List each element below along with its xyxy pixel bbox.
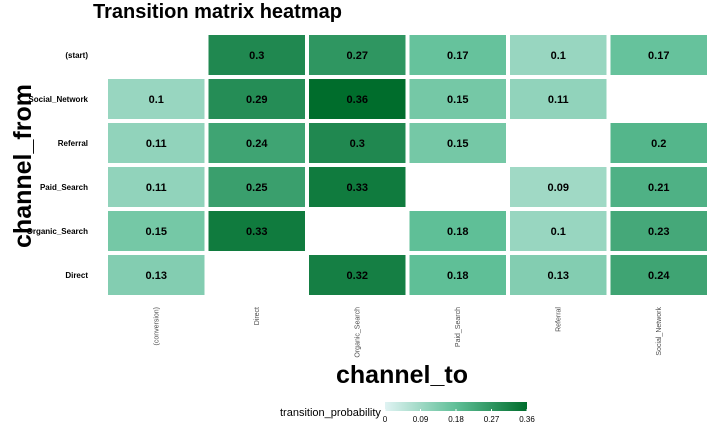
heatmap-cell (409, 79, 506, 119)
heatmap-cell (108, 211, 205, 251)
x-tick-label: Organic_Search (354, 307, 361, 358)
x-tick-label: Referral (555, 307, 562, 332)
heatmap-cell (208, 35, 305, 75)
cell-value-label: 0.13 (548, 270, 569, 282)
heatmap-cell (108, 123, 205, 163)
heatmap-cell (409, 255, 506, 295)
cell-value-label: 0.17 (648, 50, 669, 62)
heatmap-cell (108, 255, 205, 295)
heatmap-cell (108, 79, 205, 119)
heatmap-cell (309, 123, 406, 163)
heatmap-cell (108, 167, 205, 207)
heatmap-cell (610, 255, 707, 295)
cell-value-label: 0.11 (146, 182, 167, 194)
chart-title: Transition matrix heatmap (93, 1, 342, 23)
cell-value-label: 0.11 (548, 94, 569, 106)
heatmap-cell (208, 123, 305, 163)
legend-tick-label: 0.18 (448, 415, 464, 424)
y-tick-label: Referral (58, 139, 88, 148)
heatmap-cell (409, 35, 506, 75)
cell-value-label: 0.21 (648, 182, 669, 194)
cell-value-label: 0.24 (648, 270, 670, 282)
cell-value-label: 0.25 (246, 182, 267, 194)
cell-value-label: 0.32 (347, 270, 368, 282)
cell-value-label: 0.1 (149, 94, 164, 106)
heatmap-cell (309, 35, 406, 75)
color-legend: transition_probability 0 0.09 0.18 0.27 0.36 (280, 402, 535, 424)
heatmap-cell (610, 123, 707, 163)
y-tick-label: Social_Network (28, 95, 88, 104)
heatmap-cell (510, 35, 607, 75)
cell-value-label: 0.18 (447, 270, 468, 282)
heatmap-cell (208, 167, 305, 207)
heatmap-cell (309, 79, 406, 119)
legend-tick-label: 0.36 (519, 415, 535, 424)
y-axis-title: channel_from (9, 84, 37, 248)
heatmap-cell (409, 123, 506, 163)
cell-value-label: 0.2 (651, 138, 666, 150)
legend-tick-label: 0.27 (484, 415, 500, 424)
cell-value-label: 0.33 (246, 226, 267, 238)
y-tick-label: (start) (65, 51, 88, 60)
heatmap-cell (510, 167, 607, 207)
cell-value-label: 0.1 (551, 226, 566, 238)
cell-value-label: 0.33 (347, 182, 368, 194)
cell-value-label: 0.3 (249, 50, 264, 62)
y-tick-label: Organic_Search (27, 227, 88, 236)
heatmap-cell (610, 35, 707, 75)
heatmap-cell (208, 79, 305, 119)
cell-value-label: 0.11 (146, 138, 167, 150)
heatmap-cells: 0.3 0.27 0.17 0.1 0.17 0.1 0.29 0.36 0.15 0.11 0.1… (108, 35, 707, 295)
cell-value-label: 0.23 (648, 226, 669, 238)
heatmap-cell (208, 211, 305, 251)
y-tick-label: Paid_Search (40, 183, 88, 192)
heatmap-cell (309, 255, 406, 295)
cell-value-label: 0.13 (146, 270, 167, 282)
cell-value-label: 0.09 (548, 182, 569, 194)
cell-value-label: 0.27 (347, 50, 368, 62)
cell-value-label: 0.36 (347, 94, 368, 106)
cell-value-label: 0.15 (146, 226, 167, 238)
cell-value-label: 0.15 (447, 94, 468, 106)
x-tick-labels: (conversion) Direct Organic_Search Paid_Sea… (153, 307, 663, 358)
x-axis-title: channel_to (336, 361, 468, 389)
y-tick-labels: (start) Social_Network Referral Paid_Search… (27, 51, 89, 280)
heatmap-cell (510, 79, 607, 119)
cell-value-label: 0.17 (447, 50, 468, 62)
heatmap-cell (610, 167, 707, 207)
x-tick-label: Direct (254, 307, 261, 325)
x-tick-label: (conversion) (153, 307, 160, 346)
cell-value-label: 0.3 (350, 138, 365, 150)
legend-title: transition_probability (280, 407, 381, 419)
legend-colorbar (385, 402, 527, 411)
x-tick-label: Paid_Search (455, 307, 462, 347)
cell-value-label: 0.18 (447, 226, 468, 238)
heatmap-cell (510, 255, 607, 295)
x-tick-label: Social_Network (656, 307, 663, 356)
heatmap-cell (309, 167, 406, 207)
legend-ticks: 0 0.09 0.18 0.27 0.36 (383, 409, 535, 424)
cell-value-label: 0.29 (246, 94, 267, 106)
cell-value-label: 0.15 (447, 138, 468, 150)
legend-tick-label: 0 (383, 415, 388, 424)
heatmap-cell (610, 211, 707, 251)
cell-value-label: 0.1 (551, 50, 566, 62)
legend-tick-label: 0.09 (413, 415, 429, 424)
heatmap-cell (409, 211, 506, 251)
y-tick-label: Direct (65, 271, 88, 280)
cell-value-label: 0.24 (246, 138, 268, 150)
heatmap-cell (510, 211, 607, 251)
